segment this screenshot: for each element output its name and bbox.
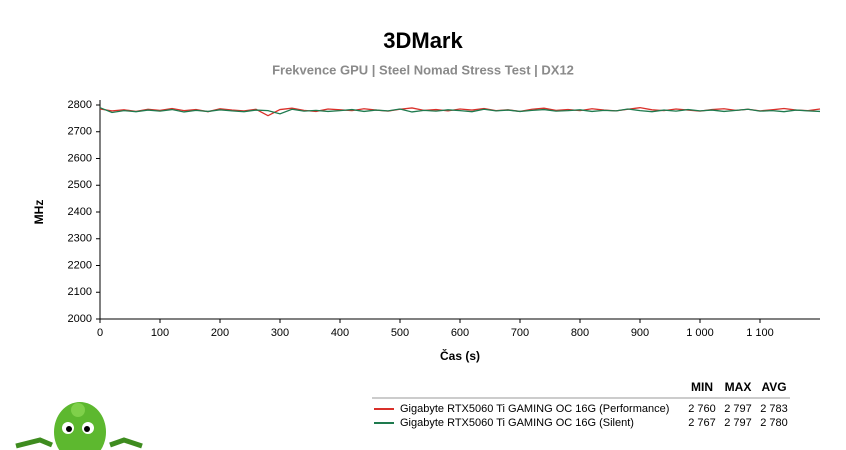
y-tick-label: 2500 [68,179,92,191]
chart-subtitle: Frekvence GPU | Steel Nomad Stress Test … [272,62,574,77]
series-line [99,107,821,115]
legend-label: Gigabyte RTX5060 Ti GAMING OC 16G (Silen… [400,417,634,429]
stats-value: 2 780 [760,417,788,429]
x-tick-label: 1 100 [746,327,774,339]
x-tick-label: 1 000 [686,327,714,339]
stats-value: 2 760 [688,403,716,415]
x-tick-label: 200 [211,327,229,339]
y-axis-label: MHz [32,200,46,225]
legend-label: Gigabyte RTX5060 Ti GAMING OC 16G (Perfo… [400,403,669,415]
y-tick-label: 2200 [68,259,92,271]
y-tick-label: 2000 [68,313,92,325]
y-tick-label: 2600 [68,152,92,164]
y-tick-label: 2700 [68,126,92,138]
y-tick-label: 2400 [68,206,92,218]
x-axis-label: Čas (s) [440,348,480,363]
stats-header: MAX [725,380,752,394]
x-tick-label: 800 [571,327,589,339]
y-tick-label: 2100 [68,286,92,298]
x-tick-label: 100 [151,327,169,339]
x-tick-label: 600 [451,327,469,339]
stats-header: AVG [761,380,786,394]
x-tick-label: 400 [331,327,349,339]
y-tick-label: 2800 [68,99,92,111]
stats-header: MIN [691,380,713,394]
stats-value: 2 767 [688,417,716,429]
stats-value: 2 797 [724,417,752,429]
chart-title: 3DMark [383,28,463,53]
x-tick-label: 700 [511,327,529,339]
x-tick-label: 500 [391,327,409,339]
y-tick-label: 2300 [68,233,92,245]
mascot [15,402,143,450]
x-tick-label: 900 [631,327,649,339]
x-tick-label: 0 [97,327,103,339]
x-tick-label: 300 [271,327,289,339]
stats-value: 2 783 [760,403,788,415]
stats-value: 2 797 [724,403,752,415]
